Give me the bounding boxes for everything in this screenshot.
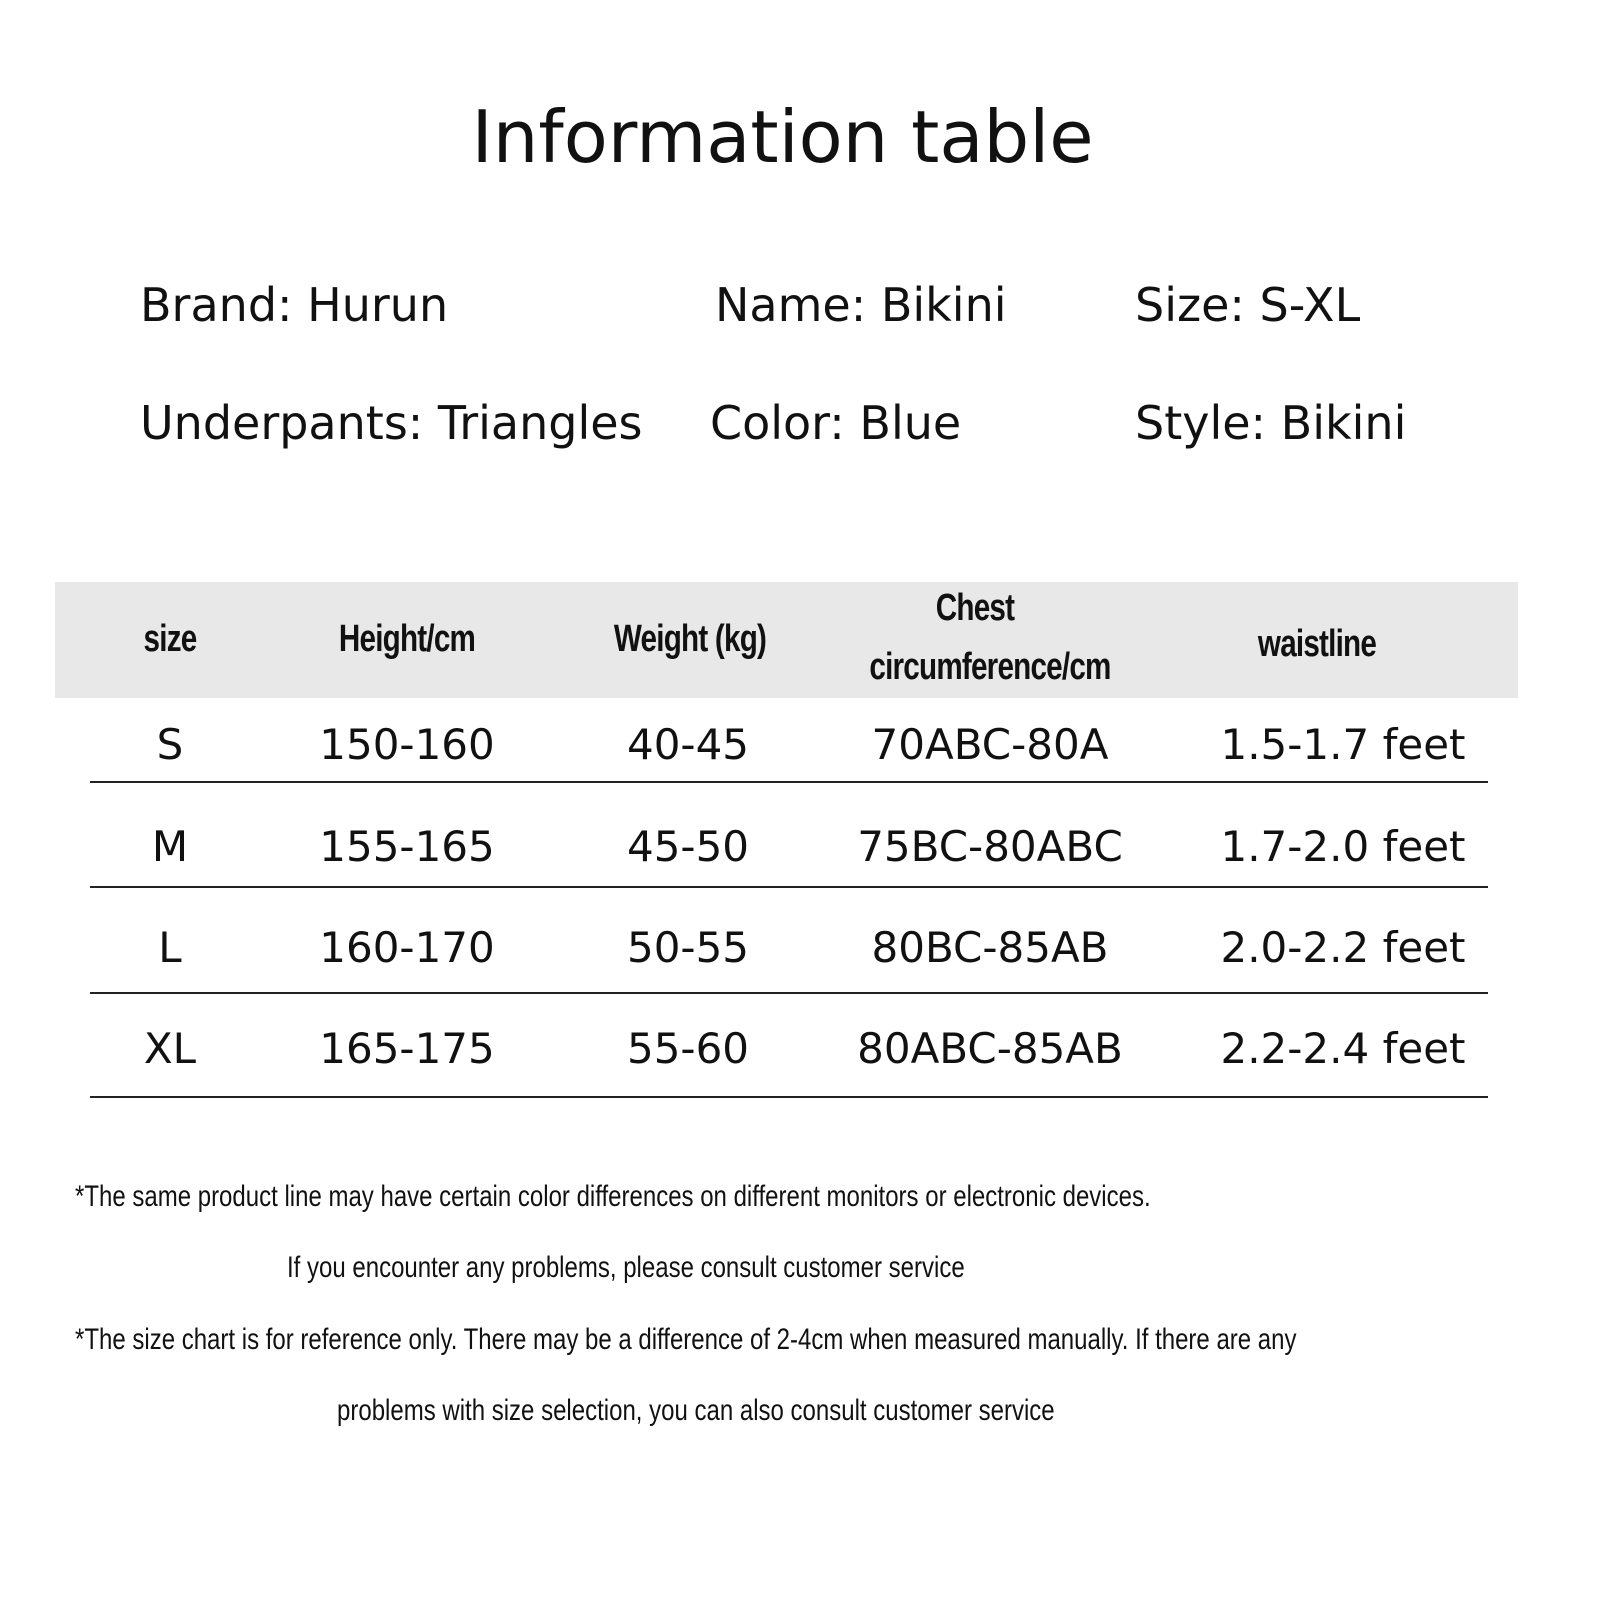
table-cell: 160-170 [319,923,495,972]
table-cell: 80BC-85AB [871,923,1109,972]
table-cell: 2.2-2.4 feet [1220,1024,1466,1073]
header-chest: Chest [935,587,1015,629]
table-cell: 55-60 [626,1024,750,1073]
table-cell: 75BC-80ABC [857,822,1123,871]
row-divider [90,992,1488,994]
table-cell: M [151,822,189,871]
table-cell: 1.5-1.7 feet [1220,720,1466,769]
table-header [55,582,1518,698]
info-underpants: Underpants: Triangles [140,396,643,450]
note-color: *The same product line may have certain … [75,1180,1151,1213]
table-cell: 50-55 [626,923,750,972]
row-divider [90,781,1488,783]
table-cell: 70ABC-80A [871,720,1109,769]
table-cell: XL [143,1024,197,1073]
table-cell: 150-160 [319,720,495,769]
info-style: Style: Bikini [1135,396,1407,450]
table-cell: L [158,923,182,972]
note-service: If you encounter any problems, please co… [287,1251,965,1284]
table-cell: 2.0-2.2 feet [1220,923,1466,972]
table-cell: 45-50 [626,822,750,871]
table-cell: 40-45 [626,720,750,769]
info-size: Size: S-XL [1135,278,1361,332]
table-cell: 155-165 [319,822,495,871]
note-size-chart: *The size chart is for reference only. T… [75,1323,1297,1356]
row-divider [90,1096,1488,1098]
info-name: Name: Bikini [715,278,1007,332]
info-color: Color: Blue [710,396,962,450]
table-cell: 165-175 [319,1024,495,1073]
header-weight: Weight (kg) [613,618,767,660]
info-brand: Brand: Hurun [140,278,449,332]
header-circumference: circumference/cm [869,646,1111,688]
table-cell: 1.7-2.0 feet [1220,822,1466,871]
note-size-selection: problems with size selection, you can al… [337,1394,1055,1427]
row-divider [90,886,1488,888]
header-size: size [143,618,198,660]
header-height: Height/cm [338,618,476,660]
header-waistline: waistline [1257,623,1377,665]
page-title: Information table [471,95,1094,179]
table-cell: 80ABC-85AB [857,1024,1123,1073]
table-cell: S [156,720,184,769]
